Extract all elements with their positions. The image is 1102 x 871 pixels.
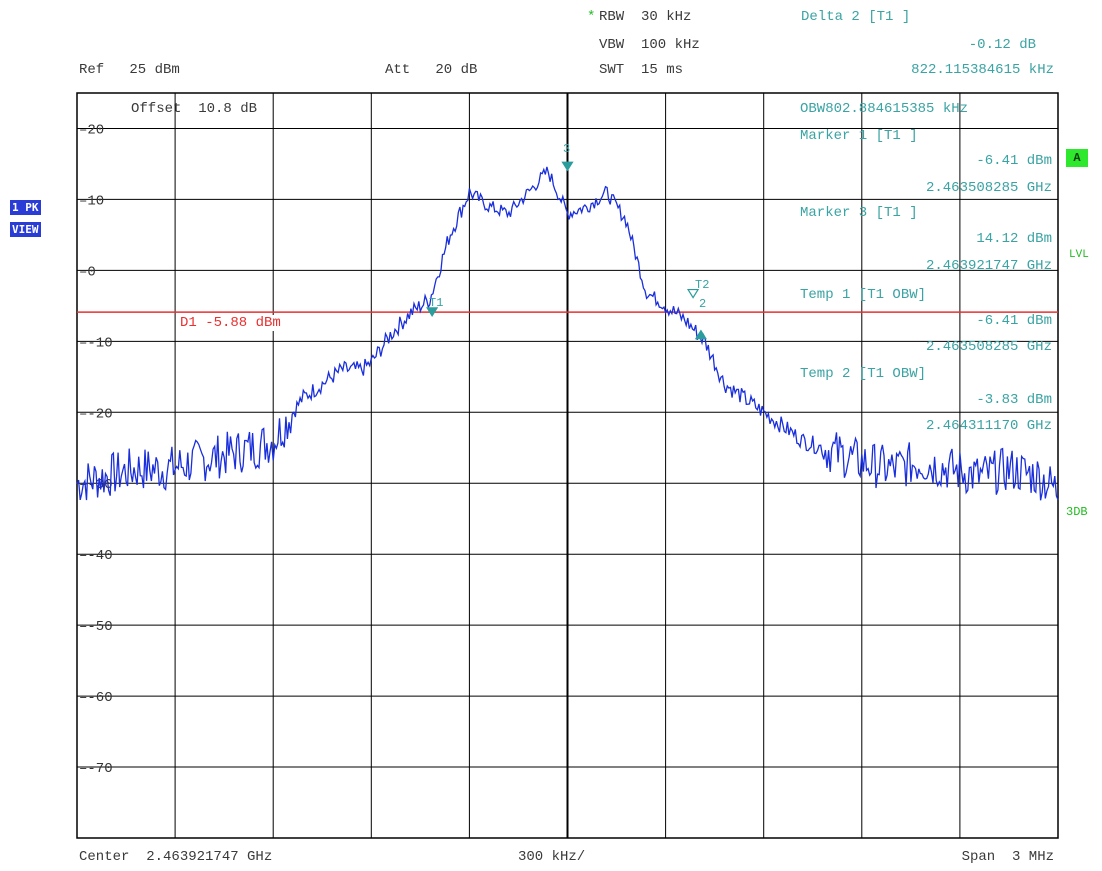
temp1-freq: 2.463508285 GHz xyxy=(925,339,1052,355)
lvl-indicator: LVL xyxy=(1069,249,1089,261)
marker-t2-triangle xyxy=(686,288,700,299)
plot-grid xyxy=(77,93,1058,838)
ref-level-setting[interactable]: Ref 25 dBm xyxy=(79,62,180,78)
sweep-time-setting[interactable]: SWT 15 ms xyxy=(599,62,684,78)
marker-3-triangle xyxy=(561,161,574,172)
trace-mode-badge[interactable]: 1 PK xyxy=(10,200,41,215)
temp2-value: -3.83 dBm xyxy=(976,392,1052,408)
markers xyxy=(426,161,707,340)
delta-marker-value: -0.12 dB xyxy=(968,37,1036,53)
trace-view-badge[interactable]: VIEW xyxy=(10,222,41,237)
marker-2-label: 2 xyxy=(699,297,707,311)
center-frequency[interactable]: Center 2.463921747 GHz xyxy=(79,849,273,865)
marker-t1-triangle xyxy=(426,307,439,317)
marker3-freq: 2.463921747 GHz xyxy=(925,258,1052,274)
marker1-value: -6.41 dBm xyxy=(976,153,1052,169)
y-tick-label: –-50 xyxy=(79,619,113,635)
y-tick-labels: –20–10–0–-10–-20–-30–-40–-50–-60–-70 xyxy=(79,122,113,777)
obw-readout: OBW802.884615385 kHz xyxy=(800,101,969,117)
vbw-setting[interactable]: VBW 100 kHz xyxy=(599,37,700,53)
span-setting[interactable]: Span 3 MHz xyxy=(961,849,1054,865)
attenuation-setting[interactable]: Att 20 dB xyxy=(385,62,478,78)
y-tick-label: –-40 xyxy=(79,548,113,564)
rbw-uncoupled-star: * xyxy=(587,9,596,25)
marker1-freq: 2.463508285 GHz xyxy=(925,180,1052,196)
temp2-title: Temp 2 [T1 OBW] xyxy=(800,366,927,382)
y-tick-label: –-60 xyxy=(79,690,113,706)
offset-label: Offset 10.8 dB xyxy=(131,101,258,117)
y-tick-label: –-70 xyxy=(79,761,113,777)
trace-1 xyxy=(76,166,1059,501)
rbw-setting[interactable]: RBW 30 kHz xyxy=(599,9,692,25)
trace-a-badge: A xyxy=(1066,149,1088,167)
marker-2-triangle xyxy=(694,329,707,340)
y-tick-label: –10 xyxy=(79,193,104,209)
3db-indicator: 3DB xyxy=(1066,505,1088,519)
delta-marker-title: Delta 2 [T1 ] xyxy=(801,9,911,25)
delta-marker-freq: 822.115384615 kHz xyxy=(911,62,1054,78)
marker1-title: Marker 1 [T1 ] xyxy=(800,128,918,144)
temp1-value: -6.41 dBm xyxy=(976,313,1052,329)
y-tick-label: –20 xyxy=(79,122,104,138)
marker-3-label: 3 xyxy=(563,142,571,156)
temp2-freq: 2.464311170 GHz xyxy=(925,418,1052,434)
display-line-label: D1 -5.88 dBm xyxy=(180,315,281,331)
marker3-value: 14.12 dBm xyxy=(976,231,1052,247)
marker-t1-label: T1 xyxy=(429,296,444,310)
temp1-title: Temp 1 [T1 OBW] xyxy=(800,287,927,303)
marker-t2-label: T2 xyxy=(695,278,710,292)
y-tick-label: –0 xyxy=(79,264,96,280)
y-tick-label: –-20 xyxy=(79,406,113,422)
marker3-title: Marker 3 [T1 ] xyxy=(800,205,918,221)
frequency-per-division: 300 kHz/ xyxy=(518,849,586,865)
y-tick-label: –-10 xyxy=(79,335,113,351)
